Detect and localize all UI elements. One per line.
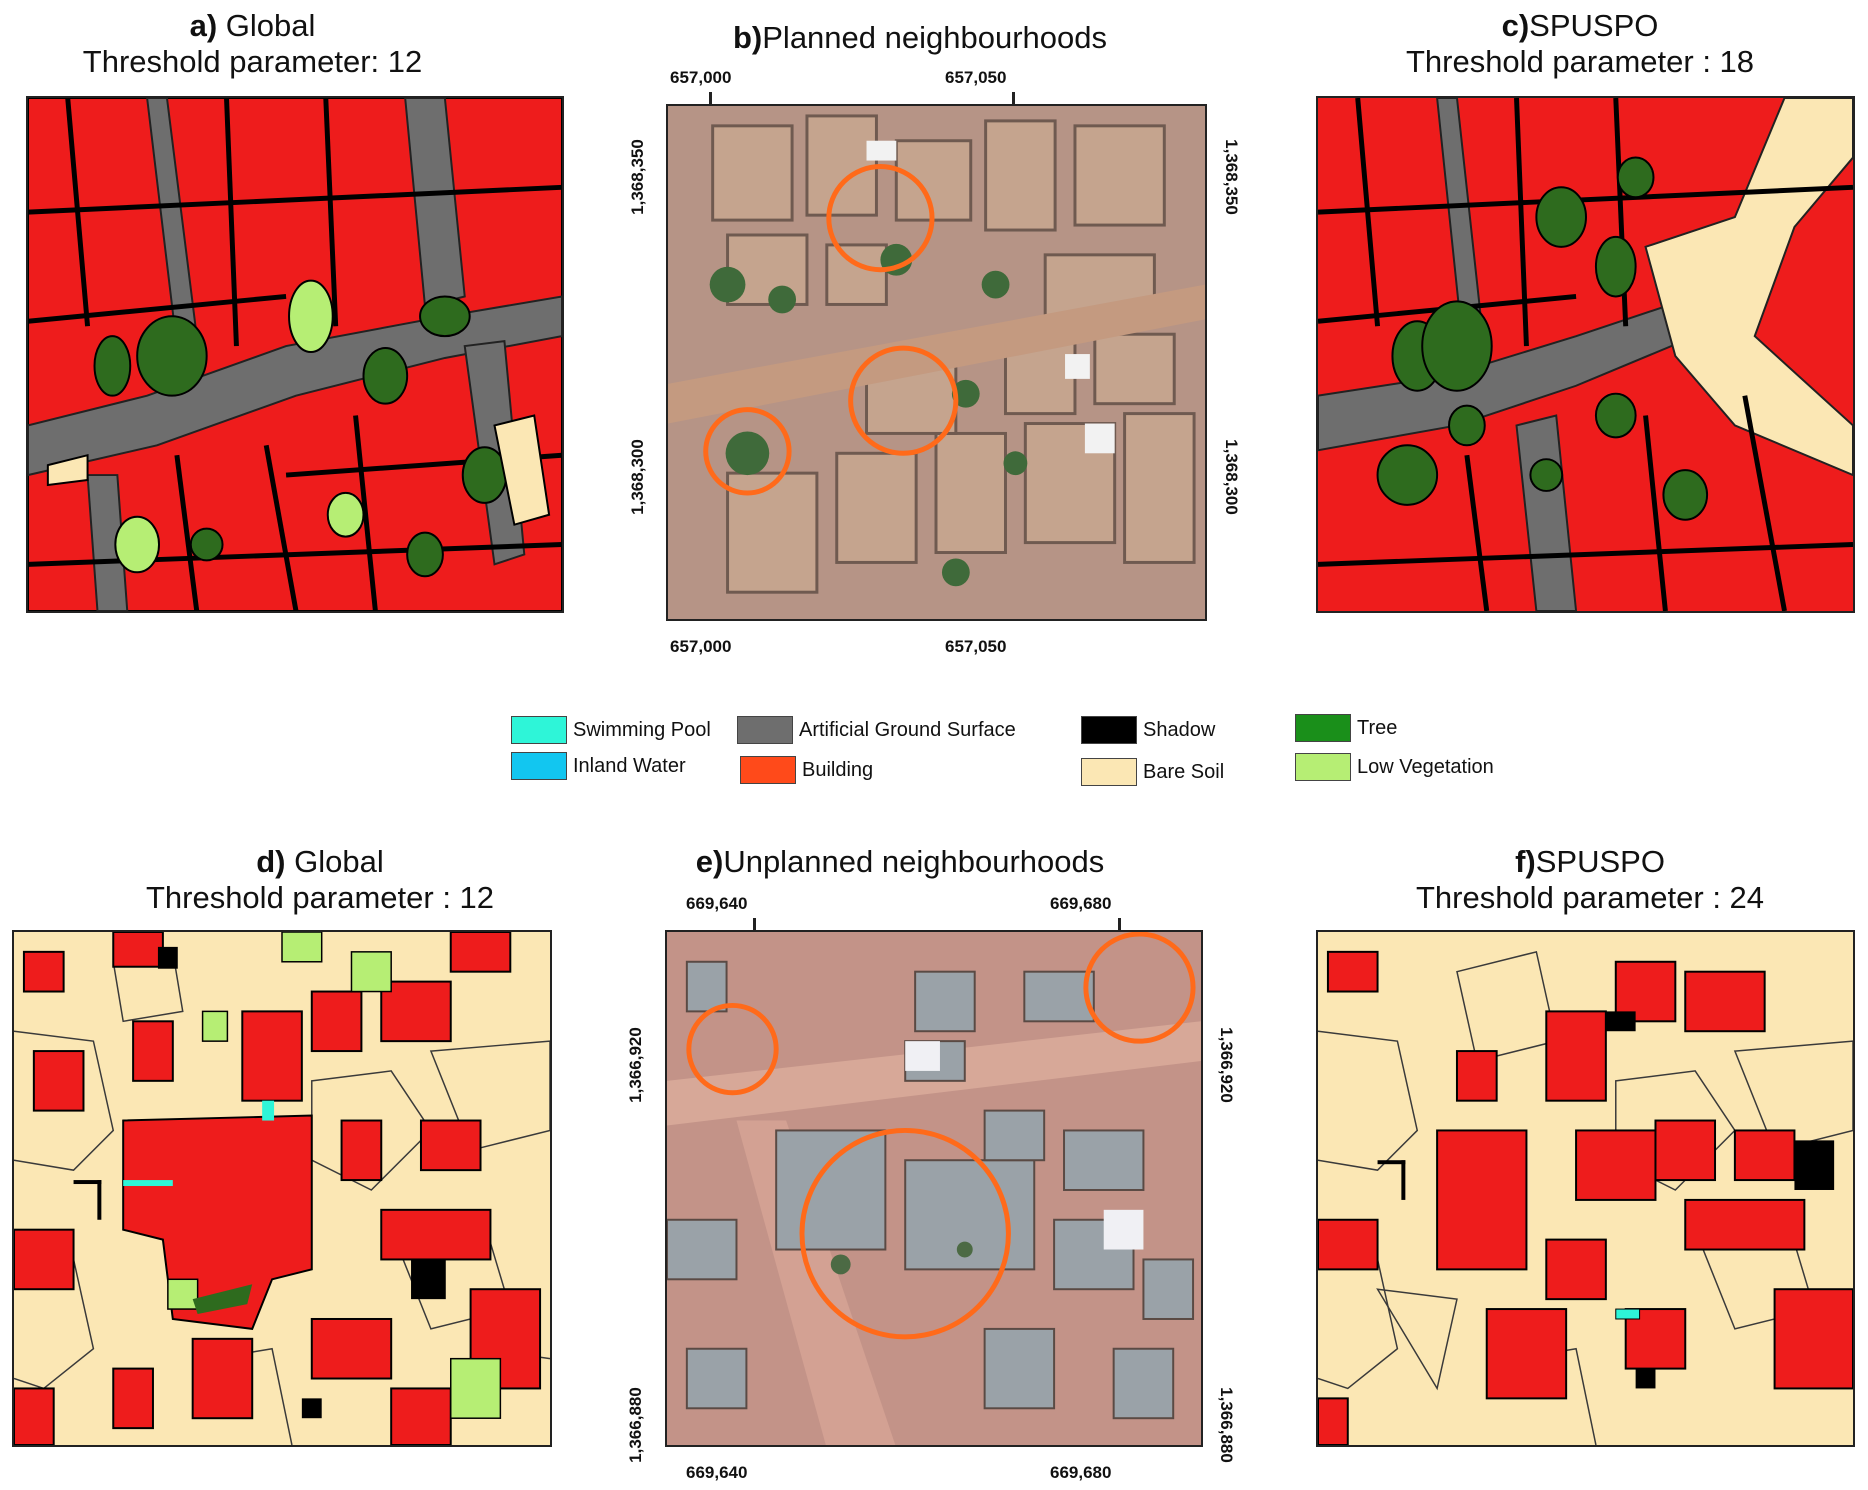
imagery-panel-b bbox=[666, 104, 1207, 621]
map-a-graphic bbox=[28, 98, 562, 611]
panel-d-subtitle: Threshold parameter : 12 bbox=[145, 880, 495, 915]
legend-swatch bbox=[511, 752, 567, 780]
panel-e-bottom-tick-2: 669,680 bbox=[1050, 1463, 1112, 1482]
panel-c-title: c)SPUSPO Threshold parameter : 18 bbox=[1380, 8, 1780, 80]
panel-d-letter: d) bbox=[256, 844, 286, 879]
legend-label: Building bbox=[802, 758, 874, 781]
legend-item-bare-soil: Bare Soil bbox=[1081, 758, 1224, 786]
legend-item-shadow: Shadow bbox=[1081, 716, 1215, 744]
panel-c-name: SPUSPO bbox=[1529, 8, 1659, 43]
panel-f-letter: f) bbox=[1515, 844, 1536, 879]
legend-item-inland-water: Inland Water bbox=[511, 752, 686, 780]
panel-b-title: b)Planned neighbourhoods bbox=[640, 20, 1200, 56]
legend-label: Swimming Pool bbox=[573, 718, 711, 741]
panel-b-bottom-tick-2: 657,050 bbox=[945, 637, 1007, 656]
map-c-graphic bbox=[1318, 98, 1853, 611]
legend-label: Bare Soil bbox=[1143, 760, 1225, 783]
map-panel-f bbox=[1316, 930, 1855, 1447]
panel-a-title: a) Global Threshold parameter: 12 bbox=[30, 8, 475, 80]
panel-e-tick-mark bbox=[753, 918, 756, 932]
legend-item-low-vegetation: Low Vegetation bbox=[1295, 753, 1494, 781]
panel-b-right-tick-2: 1,368,300 bbox=[1221, 439, 1241, 515]
panel-b-letter: b) bbox=[732, 20, 763, 55]
legend-label: Low Vegetation bbox=[1357, 755, 1494, 778]
legend-item-tree: Tree bbox=[1295, 714, 1397, 742]
panel-a-name: Global bbox=[225, 8, 316, 43]
panel-e-letter: e) bbox=[695, 844, 724, 879]
panel-a-letter: a) bbox=[189, 8, 218, 43]
map-panel-a bbox=[26, 96, 564, 613]
legend-swatch bbox=[1081, 758, 1137, 786]
legend-swatch bbox=[511, 716, 567, 744]
panel-d-title: d) Global Threshold parameter : 12 bbox=[110, 844, 530, 916]
imagery-e-graphic bbox=[667, 932, 1201, 1445]
map-panel-c bbox=[1316, 96, 1855, 613]
panel-e-bottom-tick-1: 669,640 bbox=[686, 1463, 748, 1482]
panel-b-tick-mark bbox=[1012, 92, 1015, 106]
legend-item-swimming-pool: Swimming Pool bbox=[511, 716, 711, 744]
legend-swatch bbox=[740, 756, 796, 784]
legend-swatch bbox=[1295, 753, 1351, 781]
map-d-graphic bbox=[14, 932, 550, 1445]
legend-item-building: Building bbox=[740, 756, 873, 784]
panel-b-tick-mark bbox=[709, 92, 712, 106]
panel-b-left-tick-1: 1,368,350 bbox=[627, 139, 647, 215]
imagery-panel-e bbox=[665, 930, 1203, 1447]
panel-b-top-tick-1: 657,000 bbox=[670, 68, 732, 87]
panel-e-left-tick-1: 1,366,920 bbox=[625, 1027, 645, 1103]
panel-e-left-tick-2: 1,366,880 bbox=[625, 1387, 645, 1463]
legend-swatch bbox=[1295, 714, 1351, 742]
panel-e-title: e)Unplanned neighbourhoods bbox=[660, 844, 1140, 880]
panel-e-right-tick-2: 1,366,880 bbox=[1216, 1387, 1236, 1463]
panel-b-top-tick-2: 657,050 bbox=[945, 68, 1007, 87]
legend-label: Artificial Ground Surface bbox=[799, 718, 1016, 741]
panel-b-left-tick-2: 1,368,300 bbox=[627, 439, 647, 515]
panel-f-subtitle: Threshold parameter : 24 bbox=[1415, 880, 1765, 915]
legend-item-artificial-ground-surface: Artificial Ground Surface bbox=[737, 716, 1016, 744]
panel-b-right-tick-1: 1,368,350 bbox=[1221, 139, 1241, 215]
panel-b-name: Planned neighbourhoods bbox=[762, 20, 1107, 55]
panel-e-right-tick-1: 1,366,920 bbox=[1216, 1027, 1236, 1103]
map-f-graphic bbox=[1318, 932, 1853, 1445]
legend-swatch bbox=[1081, 716, 1137, 744]
legend-label: Shadow bbox=[1143, 718, 1216, 741]
legend-swatch bbox=[737, 716, 793, 744]
panel-a-subtitle: Threshold parameter: 12 bbox=[82, 44, 423, 79]
panel-c-letter: c) bbox=[1501, 8, 1530, 43]
panel-e-tick-mark bbox=[1118, 918, 1121, 932]
panel-e-top-tick-1: 669,640 bbox=[686, 894, 748, 913]
panel-e-top-tick-2: 669,680 bbox=[1050, 894, 1112, 913]
legend-label: Tree bbox=[1357, 716, 1398, 739]
imagery-b-graphic bbox=[668, 106, 1205, 619]
map-panel-d bbox=[12, 930, 552, 1447]
panel-b-bottom-tick-1: 657,000 bbox=[670, 637, 732, 656]
panel-d-name: Global bbox=[294, 844, 384, 879]
panel-f-name: SPUSPO bbox=[1535, 844, 1665, 879]
panel-c-subtitle: Threshold parameter : 18 bbox=[1405, 44, 1755, 79]
legend-label: Inland Water bbox=[573, 754, 686, 777]
panel-e-name: Unplanned neighbourhoods bbox=[723, 844, 1105, 879]
panel-f-title: f)SPUSPO Threshold parameter : 24 bbox=[1395, 844, 1785, 916]
